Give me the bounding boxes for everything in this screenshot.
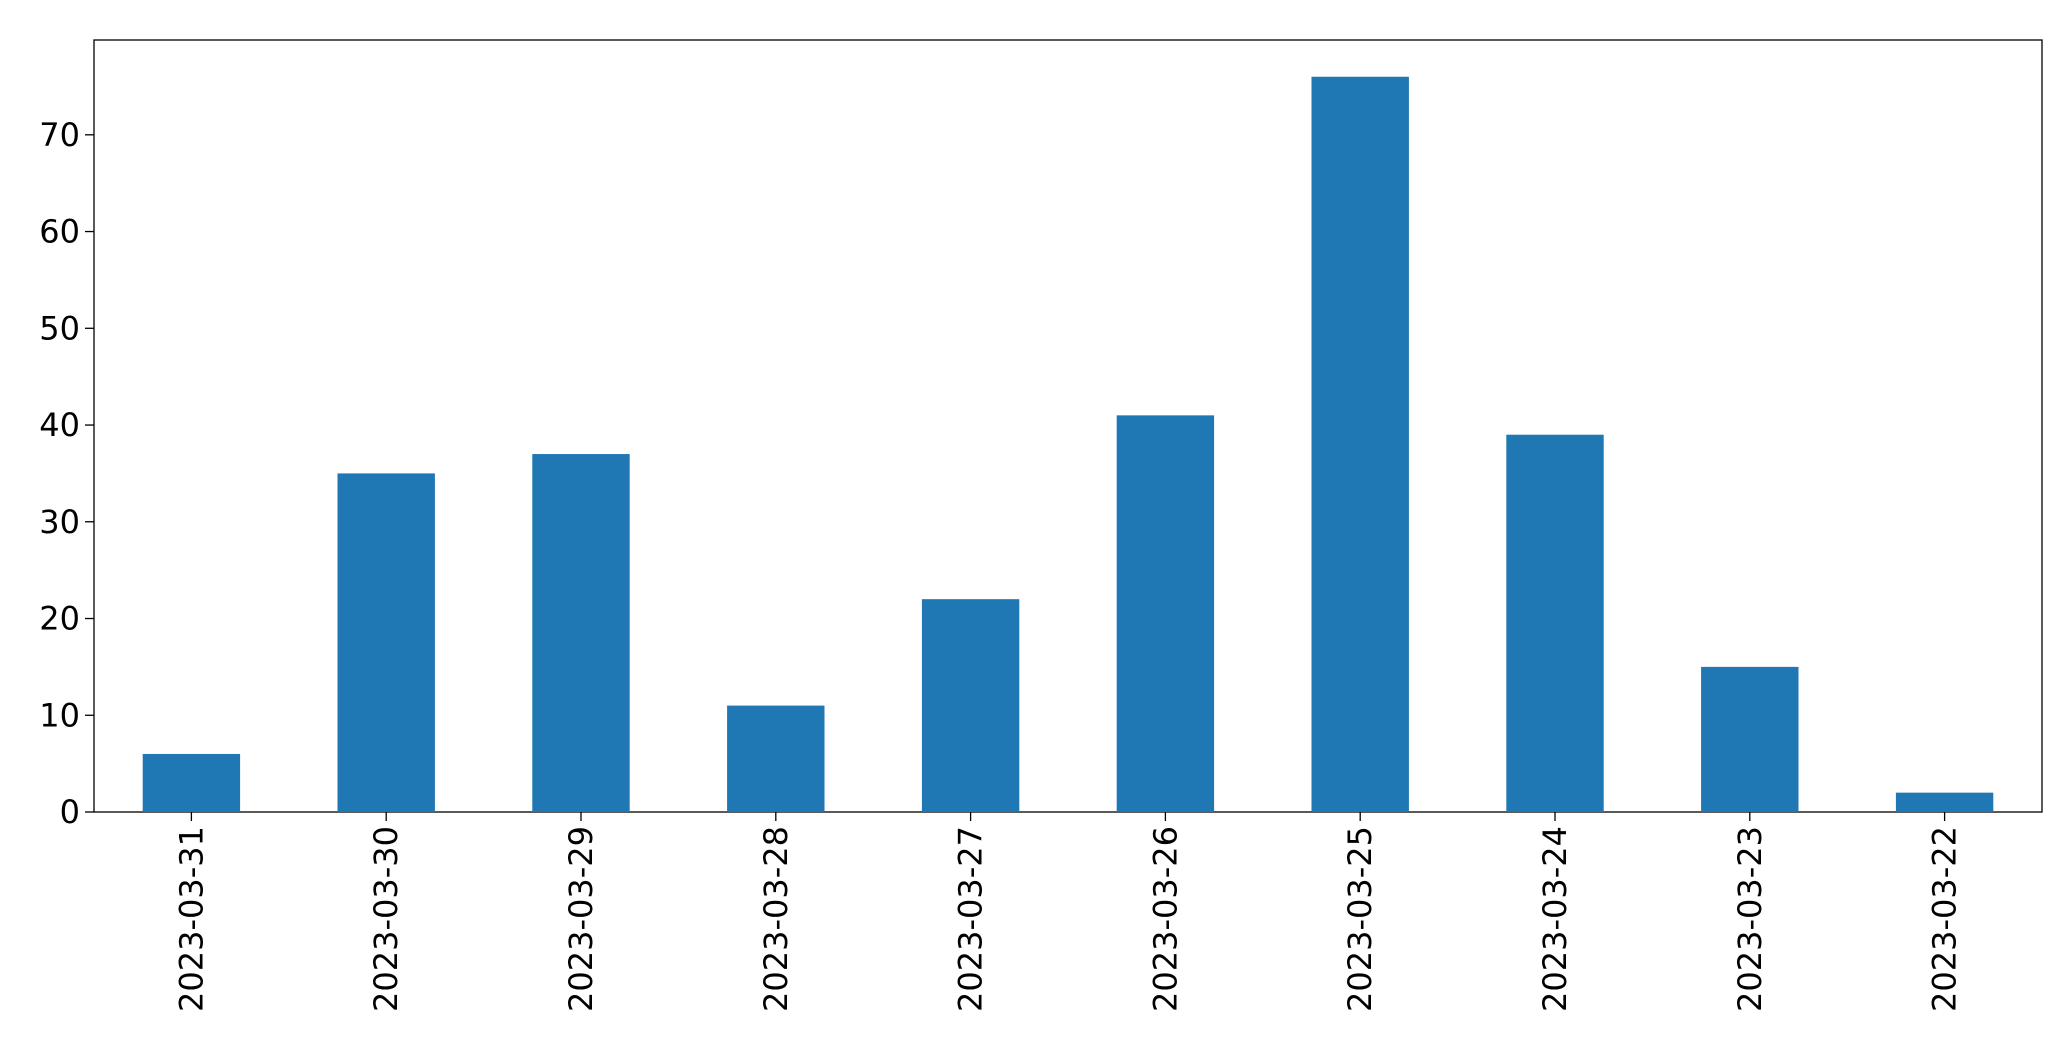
bar — [921, 599, 1020, 812]
x-tick-label: 2023-03-26 — [1146, 826, 1184, 1012]
bar — [1895, 792, 1994, 812]
x-tick-label: 2023-03-25 — [1341, 826, 1379, 1012]
y-tick-label: 30 — [39, 503, 80, 541]
y-tick-label: 10 — [39, 696, 80, 734]
bar — [1116, 415, 1215, 812]
x-tick-label: 2023-03-31 — [172, 826, 210, 1012]
y-tick-label: 60 — [39, 213, 80, 251]
x-tick-label: 2023-03-29 — [562, 826, 600, 1012]
bar — [532, 454, 630, 812]
x-tick-label: 2023-03-30 — [367, 826, 405, 1012]
x-tick-label: 2023-03-24 — [1536, 826, 1574, 1012]
bar — [727, 705, 825, 812]
y-tick-label: 20 — [39, 600, 80, 638]
x-tick-label: 2023-03-22 — [1926, 826, 1964, 1012]
y-tick-label: 0 — [60, 793, 80, 831]
x-tick-label: 2023-03-23 — [1731, 826, 1769, 1012]
x-tick-label: 2023-03-28 — [757, 826, 795, 1012]
y-tick-label: 40 — [39, 406, 80, 444]
bar — [1506, 434, 1604, 812]
bar — [142, 753, 241, 812]
axes-frame — [93, 39, 2043, 813]
y-tick-label: 50 — [39, 309, 80, 347]
bar — [1701, 666, 1799, 812]
x-tick-label: 2023-03-27 — [952, 826, 990, 1012]
bar — [337, 473, 435, 812]
bar — [1311, 76, 1409, 812]
y-tick-label: 70 — [39, 116, 80, 154]
